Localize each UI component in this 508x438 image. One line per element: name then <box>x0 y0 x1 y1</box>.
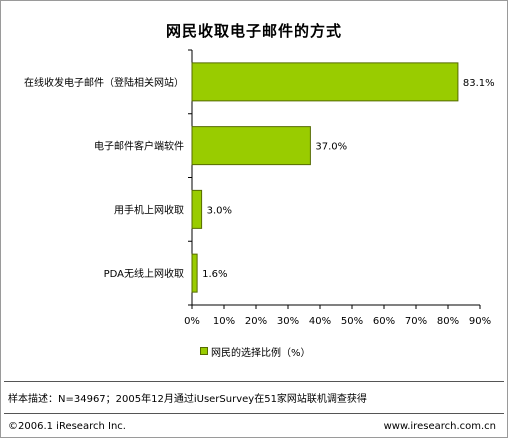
bar <box>191 189 203 229</box>
category-label: 在线收发电子邮件（登陆相关网站） <box>24 76 184 89</box>
data-label: 3.0% <box>207 205 232 216</box>
website-url: www.iresearch.com.cn <box>383 421 496 432</box>
x-tick-label: 0% <box>184 316 200 327</box>
footer-divider <box>4 413 504 414</box>
data-label: 83.1% <box>463 78 495 89</box>
bar <box>191 253 198 293</box>
category-label: 用手机上网收取 <box>114 203 184 216</box>
legend-label: 网民的选择比例（%） <box>211 347 311 359</box>
category-label: 电子邮件客户端软件 <box>94 140 184 153</box>
x-tick-label: 20% <box>245 316 267 327</box>
copyright-text: ©2006.1 iResearch Inc. <box>8 421 126 432</box>
x-tick-label: 70% <box>405 316 427 327</box>
category-label: PDA无线上网收取 <box>104 267 184 280</box>
data-label: 37.0% <box>315 142 347 153</box>
x-tick-label: 60% <box>373 316 395 327</box>
x-tick-label: 50% <box>341 316 363 327</box>
note-divider <box>4 381 504 382</box>
x-tick-label: 80% <box>437 316 459 327</box>
x-tick-label: 10% <box>213 316 235 327</box>
bar <box>191 62 459 102</box>
sample-note: 样本描述：N=34967；2005年12月通过iUserSurvey在51家网站… <box>8 394 367 405</box>
chart-title: 网民收取电子邮件的方式 <box>165 22 342 40</box>
chart-legend: 网民的选择比例（%） <box>200 344 311 359</box>
x-tick-label: 40% <box>309 316 331 327</box>
x-tick-label: 30% <box>277 316 299 327</box>
x-tick-label: 90% <box>469 316 491 327</box>
legend-swatch <box>200 347 208 355</box>
bar <box>191 126 311 166</box>
data-label: 1.6% <box>202 269 227 280</box>
